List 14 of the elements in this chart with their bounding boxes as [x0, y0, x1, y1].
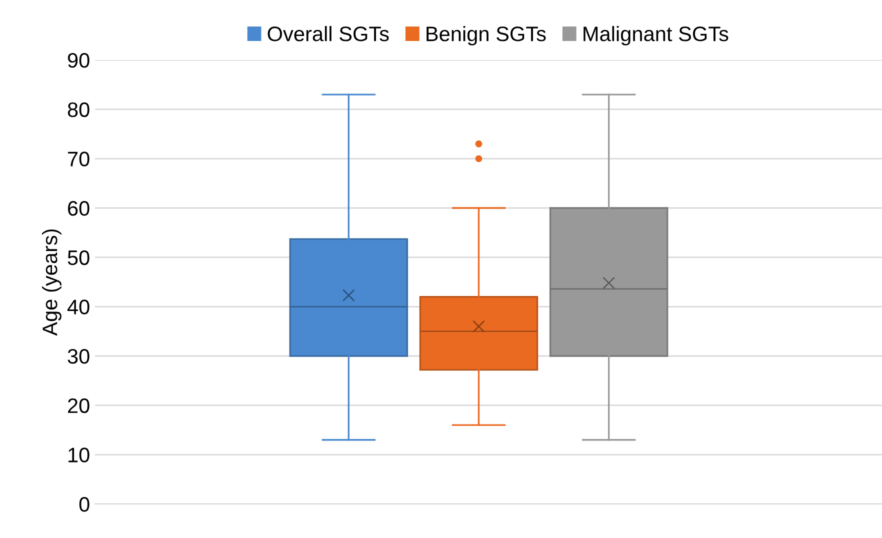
legend-label: Benign SGTs	[426, 26, 546, 46]
y-tick-label: 60	[68, 201, 90, 216]
y-tick-label: 0	[79, 497, 90, 512]
y-tick-label: 40	[67, 300, 90, 314]
y-tick-label: 80	[68, 102, 90, 118]
y-tick-label: 10	[68, 448, 90, 462]
legend-label: Malignant SGTs	[584, 26, 728, 46]
y-tick-label: 70	[68, 152, 90, 166]
y-tick-label: 90	[68, 53, 90, 68]
y-tick-label: 20	[68, 398, 90, 414]
y-tick-label: 50	[68, 250, 90, 266]
y-axis-title: Age (years)	[42, 229, 62, 336]
legend-label: Overall SGTs	[268, 26, 389, 42]
y-tick-label: 30	[68, 349, 90, 364]
